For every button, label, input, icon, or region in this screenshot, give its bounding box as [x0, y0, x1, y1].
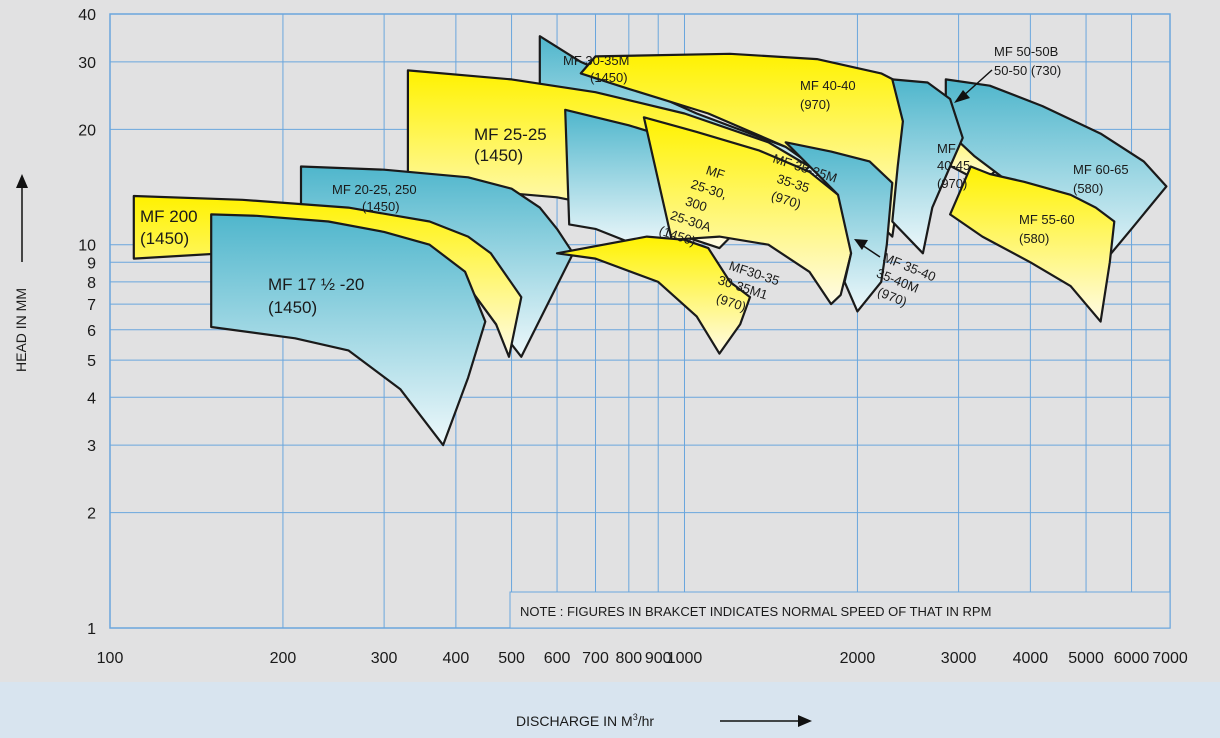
- label-mf-25-25-rpm: (1450): [474, 146, 523, 165]
- x-tick-label-700: 700: [582, 650, 609, 667]
- band-mf-35-40-35-40m: [784, 141, 894, 313]
- label-mf-50-50b-sub: 50-50 (730): [994, 63, 1061, 78]
- note-box: [509, 591, 1171, 629]
- x-tick-label-4000: 4000: [1013, 650, 1049, 667]
- label-mf-200: MF 200: [140, 207, 198, 226]
- y-tick-label-20: 20: [78, 122, 96, 139]
- label-mf-40-40-rpm: (970): [800, 97, 830, 112]
- label-mf-50-50b: MF 50-50B: [994, 44, 1058, 59]
- band-mf-40-45: [891, 78, 964, 255]
- x-axis-label-suffix: /hr: [638, 713, 655, 729]
- label-mf-60-65-rpm: (580): [1073, 181, 1103, 196]
- y-tick-label-30: 30: [78, 55, 96, 72]
- y-tick-label-1: 1: [87, 621, 96, 638]
- band-mf-17-20: [210, 213, 487, 447]
- label-mf-17-rpm: (1450): [268, 298, 317, 317]
- x-tick-label-1000: 1000: [667, 650, 703, 667]
- x-tick-label-600: 600: [544, 650, 571, 667]
- arrow-mf-35-40: [861, 244, 881, 258]
- x-axis-label-main: DISCHARGE IN M: [516, 713, 633, 729]
- footer-strip: [0, 682, 1220, 738]
- label-mf-200-rpm: (1450): [140, 229, 189, 248]
- arrow-head-mf-35-40: [854, 239, 868, 250]
- band-mf-55-60: [948, 165, 1116, 323]
- label-mf-17: MF 17 ½ -20: [268, 275, 364, 294]
- y-tick-label-2: 2: [87, 506, 96, 523]
- x-tick-label-2000: 2000: [840, 650, 876, 667]
- y-axis-label: HEAD IN MM: [13, 288, 29, 372]
- y-tick-label-40: 40: [78, 7, 96, 24]
- label-mf-55-60-rpm: (580): [1019, 231, 1049, 246]
- label-mf-30-35m-rpm: (1450): [590, 70, 628, 85]
- y-tick-label-8: 8: [87, 275, 96, 292]
- x-tick-label-6000: 6000: [1114, 650, 1150, 667]
- y-axis-title: HEAD IN MM: [13, 174, 29, 372]
- x-tick-label-3000: 3000: [941, 650, 977, 667]
- label-mf-55-60: MF 55-60: [1019, 212, 1075, 227]
- x-axis-title: DISCHARGE IN M3/hr: [516, 712, 812, 729]
- label-mf-30-35m: MF 30-35M: [563, 53, 629, 68]
- arrow-head-mf-50-50b: [954, 90, 970, 103]
- bands: [132, 35, 1168, 447]
- y-axis-arrow-head: [16, 174, 28, 188]
- band-mf30-35-30-35m1: [555, 235, 752, 355]
- label-mf-25-30-a: MF: [704, 162, 727, 182]
- y-tick-label-3: 3: [87, 438, 96, 455]
- x-tick-label-500: 500: [498, 650, 525, 667]
- x-tick-label-5000: 5000: [1068, 650, 1104, 667]
- label-mf-25-25: MF 25-25: [474, 125, 547, 144]
- label-mf-40-40: MF 40-40: [800, 78, 856, 93]
- label-mf-20-25-rpm: (1450): [362, 199, 400, 214]
- x-tick-label-400: 400: [443, 650, 470, 667]
- y-tick-label-5: 5: [87, 353, 96, 370]
- y-tick-label-4: 4: [87, 390, 96, 407]
- label-mf-40-45-b: 40-45: [937, 158, 970, 173]
- x-tick-label-300: 300: [371, 650, 398, 667]
- label-mf-20-25: MF 20-25, 250: [332, 182, 417, 197]
- y-tick-label-7: 7: [87, 297, 96, 314]
- x-tick-label-800: 800: [615, 650, 642, 667]
- note-text: NOTE : FIGURES IN BRAKCET INDICATES NORM…: [520, 604, 991, 619]
- x-tick-label-200: 200: [270, 650, 297, 667]
- x-tick-label-100: 100: [97, 650, 124, 667]
- y-tick-label-10: 10: [78, 238, 96, 255]
- x-axis-label-sup: 3: [633, 712, 638, 722]
- x-tick-label-900: 900: [645, 650, 672, 667]
- x-tick-label-7000: 7000: [1152, 650, 1188, 667]
- label-mf-40-45-a: MF: [937, 141, 956, 156]
- x-axis-label: DISCHARGE IN M3/hr: [516, 712, 654, 729]
- y-tick-label-9: 9: [87, 255, 96, 272]
- label-mf-40-45-rpm: (970): [937, 176, 967, 191]
- arrow-mf-50-50b: [961, 69, 993, 98]
- label-mf-25-30-c: 300: [684, 193, 709, 214]
- y-tick-label-6: 6: [87, 323, 96, 340]
- x-axis-arrow-head: [798, 715, 812, 727]
- label-mf-60-65: MF 60-65: [1073, 162, 1129, 177]
- callout-arrows: [854, 69, 993, 258]
- band-mf-40-40: [579, 52, 920, 238]
